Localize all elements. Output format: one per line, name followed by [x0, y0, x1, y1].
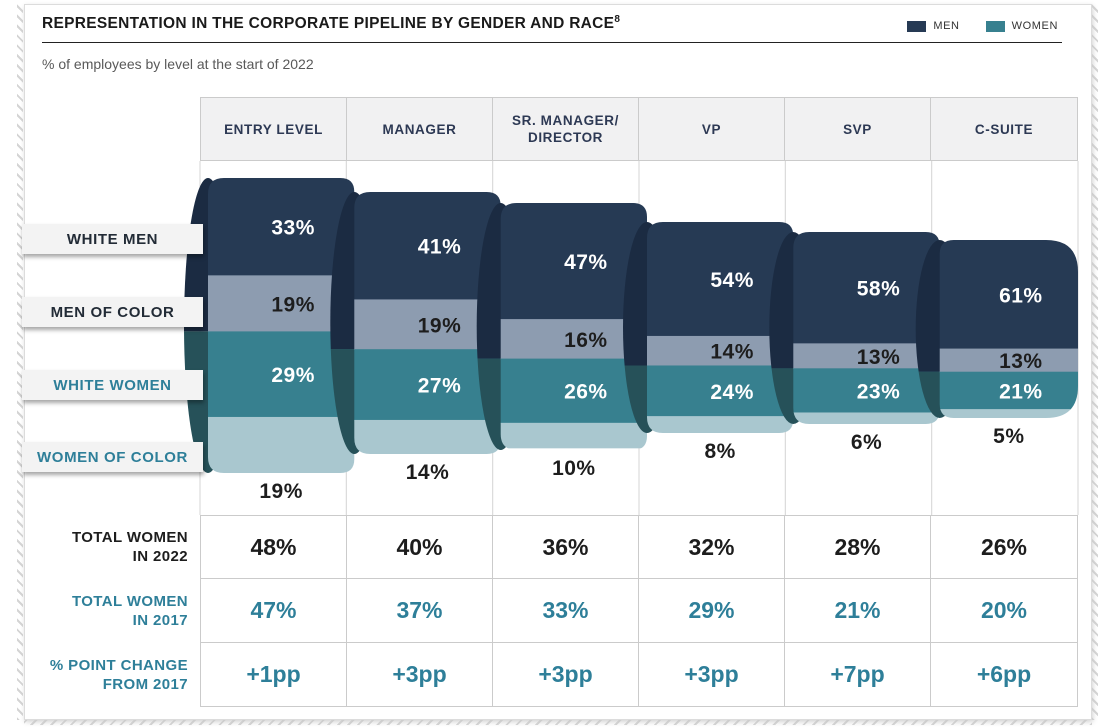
row-label-women-of-color: WOMEN OF COLOR: [22, 442, 203, 472]
bar-segment-men-of-color: [208, 275, 355, 333]
bar-segment-white-women: [939, 371, 1078, 410]
bar-segment-white-women: [793, 368, 940, 414]
segment-value-label: 24%: [710, 381, 754, 404]
torn-edge-right: [1092, 4, 1098, 720]
segment-value-label: 33%: [271, 217, 315, 240]
summary-value: +1pp: [201, 642, 347, 706]
bar-segment-white-men: [354, 192, 501, 301]
segment-value-label-below: 5%: [993, 425, 1024, 448]
bar-segment-women-of-color: [208, 416, 355, 473]
bar-segment-white-men: [500, 203, 647, 320]
column-header-entry-level: ENTRY LEVEL: [201, 98, 347, 160]
summary-value: 21%: [785, 579, 931, 643]
summary-value: 37%: [347, 579, 493, 643]
column-header-c-suite: C-SUITE: [931, 98, 1077, 160]
chart-title: REPRESENTATION IN THE CORPORATE PIPELINE…: [42, 14, 620, 33]
torn-edge-bottom: [24, 720, 1092, 725]
legend: MEN WOMEN: [907, 20, 1058, 32]
summary-value: 47%: [201, 579, 347, 643]
segment-value-label-below: 19%: [259, 480, 303, 503]
segment-value-label: 26%: [564, 381, 608, 404]
segment-value-label: 27%: [418, 375, 462, 398]
summary-table: 48% 40% 36% 32% 28% 26% 47% 37% 33% 29% 21% 20% +1pp…: [200, 515, 1078, 707]
summary-value: 36%: [493, 516, 639, 580]
segment-value-label: 14%: [710, 341, 754, 364]
bar-segment-white-men: [208, 178, 355, 277]
summary-value: 32%: [639, 516, 785, 580]
legend-swatch-women: [985, 20, 1005, 32]
bar-segment-white-men: [647, 222, 794, 337]
bar-segment-white-women: [354, 349, 501, 421]
summary-row-label: % POINT CHANGE FROM 2017: [49, 657, 188, 693]
summary-value: 40%: [347, 516, 493, 580]
segment-value-label: 13%: [999, 350, 1043, 373]
legend-swatch-men: [907, 20, 927, 32]
segment-value-label: 16%: [564, 329, 608, 352]
segment-value-label-below: 10%: [552, 457, 596, 480]
segment-value-label: 29%: [271, 364, 315, 387]
segment-value-label: 13%: [857, 346, 901, 369]
summary-value: +7pp: [785, 642, 931, 706]
summary-value: +6pp: [976, 660, 1032, 687]
bar-segment-women-of-color: [647, 416, 794, 433]
bar-segment-women-of-color: [939, 409, 1078, 418]
segment-value-label: 21%: [999, 380, 1043, 403]
summary-row-label: TOTAL WOMEN IN 2022: [71, 529, 188, 565]
column-header-vp: VP: [639, 98, 785, 160]
bar-segment-women-of-color: [354, 419, 501, 454]
segment-value-label: 23%: [857, 380, 901, 403]
segment-value-label: 54%: [710, 269, 754, 292]
legend-item: WOMEN: [985, 20, 1058, 32]
summary-value: 29%: [639, 579, 785, 643]
segment-value-label: 58%: [857, 278, 901, 301]
segment-value-label: 19%: [271, 293, 315, 316]
segment-value-label-below: 6%: [851, 431, 882, 454]
legend-label: MEN: [933, 20, 960, 32]
summary-value: 26%: [931, 516, 1077, 580]
legend-label: WOMEN: [1011, 20, 1058, 32]
segment-value-label: 47%: [564, 251, 608, 274]
row-label-men-of-color: MEN OF COLOR: [22, 297, 203, 327]
bar-segment-men-of-color: [354, 299, 501, 350]
summary-value: 48%: [201, 516, 347, 580]
bar-segment-white-men: [793, 232, 940, 345]
torn-edge-left: [17, 4, 23, 720]
row-label-white-women: WHITE WOMEN: [22, 370, 203, 400]
summary-row-label: TOTAL WOMEN IN 2017: [71, 593, 188, 629]
segment-value-label: 41%: [418, 236, 462, 259]
segment-value-label-below: 8%: [704, 440, 735, 463]
chart-subtitle: % of employees by level at the start of …: [42, 56, 314, 72]
summary-value: +3pp: [639, 642, 785, 706]
bar-segment-white-men: [939, 240, 1078, 350]
pipeline-level-header-row: ENTRY LEVEL MANAGER SR. MANAGER/DIRECTOR VP…: [200, 97, 1078, 161]
segment-value-label: 19%: [418, 314, 462, 337]
summary-value: +3pp: [493, 642, 639, 706]
summary-value: 28%: [785, 516, 931, 580]
bar-segment-men-of-color: [500, 319, 647, 360]
summary-value: 20%: [931, 579, 1077, 643]
bar-segment-women-of-color: [793, 412, 940, 424]
bar-segment-white-women: [500, 358, 647, 424]
legend-item: MEN: [907, 20, 959, 32]
summary-value: +3pp: [347, 642, 493, 706]
column-header-manager: MANAGER: [347, 98, 493, 160]
bar-segment-white-women: [647, 365, 794, 417]
chart-title-text: REPRESENTATION IN THE CORPORATE PIPELINE…: [42, 15, 615, 33]
column-header-sr-manager-director: SR. MANAGER/DIRECTOR: [493, 98, 639, 160]
bar-segment-women-of-color: [500, 422, 647, 449]
footnote-marker: 8: [614, 14, 621, 25]
bar-segment-men-of-color: [939, 348, 1078, 373]
title-divider: [42, 42, 1062, 43]
bar-segment-white-women: [208, 331, 355, 418]
column-header-svp: SVP: [785, 98, 931, 160]
summary-value: 33%: [493, 579, 639, 643]
segment-value-label-below: 14%: [406, 461, 450, 484]
bar-segment-men-of-color: [647, 335, 794, 367]
segment-value-label: 61%: [999, 284, 1043, 307]
row-label-white-men: WHITE MEN: [22, 224, 203, 254]
bar-segment-men-of-color: [793, 343, 940, 370]
